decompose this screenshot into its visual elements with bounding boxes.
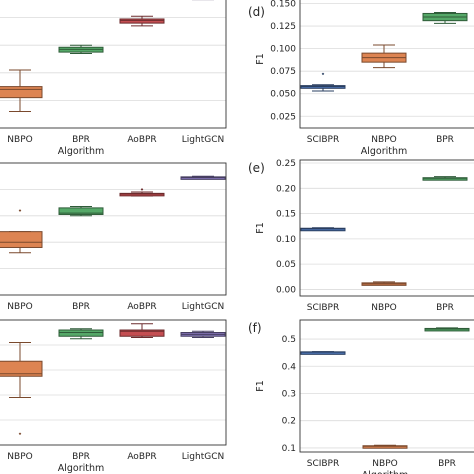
y-tick-label: 0.1 [282, 444, 296, 454]
box [424, 327, 470, 332]
axes-frame [299, 159, 474, 297]
box [0, 360, 43, 377]
y-tick-label: 0.025 [270, 112, 296, 122]
axes-frame [0, 162, 227, 296]
panel-4: 0.00 0.05 0.10 0.15 0.20 0.25 F1 (e) SCIBPR NBPO B… [248, 159, 474, 313]
y-tick-label: 0.075 [270, 67, 296, 77]
x-tick-label: NBPO [371, 135, 396, 145]
panel-title: (d) [248, 5, 265, 19]
y-tick-label: 0.2 [282, 417, 296, 427]
panel-title: (e) [248, 161, 265, 175]
x-tick-label: LightGCN [182, 452, 224, 462]
x-tick-label: NBPO [7, 302, 32, 312]
box [180, 176, 226, 180]
outlier-point [18, 432, 22, 436]
y-tick-label: 0.100 [270, 45, 296, 55]
x-axis-label: Algorithm [361, 146, 408, 157]
y-tick-label: 0.125 [270, 22, 296, 32]
x-tick-label: SCIBPR [307, 135, 340, 145]
y-tick-label: 0.4 [282, 362, 297, 372]
box [119, 192, 165, 197]
x-axis-label: Algorithm [58, 146, 105, 157]
x-tick-label: NBPO [371, 303, 396, 313]
y-axis-label: F1 [255, 380, 266, 392]
y-tick-label: 0.3 [282, 389, 296, 399]
x-axis-label: Algorithm [58, 463, 105, 474]
panel-2: 0.025 0.050 0.075 0.100 0.125 0.150 F1 (d) SCIBP… [248, 0, 474, 157]
x-tick-label: BPR [436, 303, 454, 313]
box [119, 18, 165, 24]
outlier-point [140, 188, 144, 191]
x-tick-label: BPR [436, 135, 454, 145]
axes-frame [0, 0, 227, 129]
x-tick-label: NBPO [372, 459, 397, 469]
y-tick-label: 0.20 [276, 184, 296, 194]
x-tick-label: AoBPR [127, 452, 156, 462]
y-tick-label: 0.150 [270, 0, 296, 10]
x-tick-label: BPR [72, 135, 90, 145]
box [422, 177, 468, 181]
box [0, 231, 43, 248]
panel-1: NBPO BPR AoBPR LightGCN Algorithm [0, 0, 227, 157]
y-tick-label: 0.10 [276, 235, 296, 245]
axes-frame [0, 319, 227, 446]
box [58, 207, 104, 215]
y-tick-label: 0.050 [270, 90, 296, 100]
x-tick-label: NBPO [7, 135, 32, 145]
panel-title: (f) [248, 321, 262, 335]
x-tick-label: LightGCN [182, 135, 224, 145]
x-tick-label: SCIBPR [307, 303, 340, 313]
axes-frame [299, 319, 474, 453]
box [0, 86, 43, 99]
box [300, 227, 346, 232]
y-axis-label: F1 [255, 222, 266, 234]
box [119, 329, 165, 337]
y-tick-label: 0.25 [276, 159, 296, 169]
x-tick-label: BPR [72, 452, 90, 462]
x-tick-label: AoBPR [127, 302, 156, 312]
y-tick-label: 0.5 [282, 335, 296, 345]
outlier-point [321, 72, 325, 76]
outlier-point [18, 209, 22, 212]
y-tick-label: 0.05 [276, 260, 296, 270]
axes-frame [299, 0, 474, 129]
x-tick-label: AoBPR [127, 135, 156, 145]
box [362, 445, 408, 449]
box [58, 329, 104, 337]
x-tick-label: BPR [438, 459, 456, 469]
x-tick-label: NBPO [7, 452, 32, 462]
x-axis-label: Algorithm [362, 470, 409, 474]
x-tick-label: LightGCN [182, 302, 224, 312]
x-tick-label: SCIBPR [307, 459, 340, 469]
x-tick-label: BPR [72, 302, 90, 312]
panel-6: 0.1 0.2 0.3 0.4 0.5 F1 (f) SCIBPR NBPO BPR Algorit… [248, 319, 474, 474]
y-tick-label: 0.00 [276, 285, 296, 295]
panel-5: NBPO BPR AoBPR LightGCN Algorithm [0, 319, 227, 474]
y-tick-label: 0.15 [276, 210, 296, 220]
y-axis-label: F1 [255, 53, 266, 65]
panel-3: NBPO BPR AoBPR LightGCN [0, 162, 227, 312]
